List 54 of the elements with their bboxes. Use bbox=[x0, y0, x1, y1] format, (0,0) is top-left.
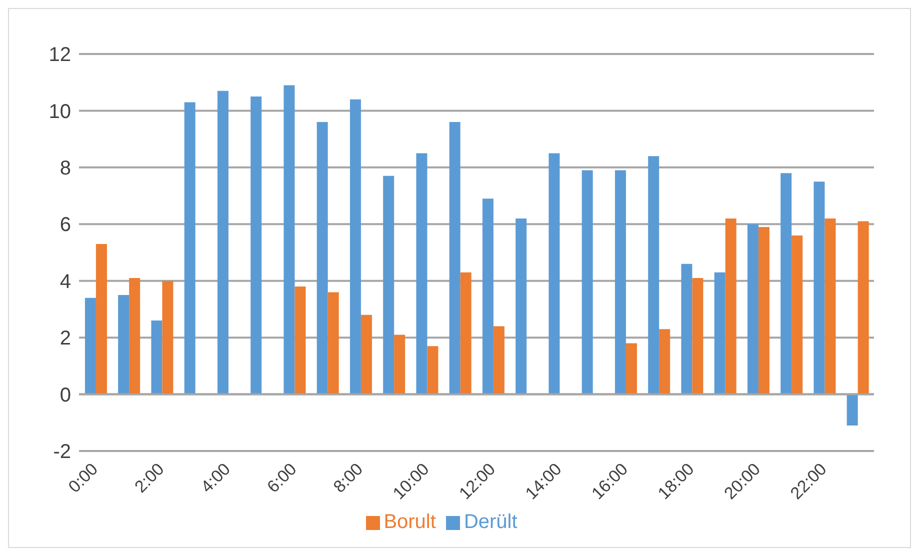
bar bbox=[316, 122, 328, 394]
bar bbox=[814, 182, 825, 394]
bar bbox=[548, 153, 560, 394]
bar bbox=[582, 170, 593, 394]
bar bbox=[84, 298, 96, 394]
bar bbox=[118, 295, 130, 394]
bar bbox=[394, 334, 406, 394]
y-tick-label: 10 bbox=[48, 100, 71, 123]
x-tick-label: 8:00 bbox=[330, 460, 367, 496]
bar bbox=[792, 235, 803, 394]
bar bbox=[780, 173, 792, 394]
bar bbox=[725, 218, 736, 394]
bar bbox=[151, 320, 162, 394]
bar bbox=[858, 221, 869, 394]
bar bbox=[758, 226, 770, 394]
y-tick-label: 0 bbox=[60, 384, 71, 406]
bar bbox=[648, 156, 660, 394]
bar bbox=[328, 292, 339, 394]
bar bbox=[824, 218, 836, 394]
bar bbox=[416, 153, 428, 394]
bar bbox=[284, 85, 295, 394]
y-tick-label: 4 bbox=[60, 270, 71, 293]
bar bbox=[184, 102, 196, 394]
bar bbox=[482, 198, 494, 394]
bar bbox=[714, 272, 726, 394]
x-tick-label: 6:00 bbox=[263, 460, 300, 496]
bar bbox=[614, 170, 626, 394]
bar bbox=[681, 264, 692, 394]
y-tick-label: 2 bbox=[60, 328, 71, 350]
bar bbox=[360, 314, 372, 394]
bar bbox=[427, 346, 438, 394]
bar bbox=[692, 278, 704, 394]
y-tick-label: 12 bbox=[48, 44, 71, 66]
bar bbox=[294, 286, 306, 394]
bar bbox=[516, 218, 527, 394]
legend-label: Borult bbox=[384, 511, 436, 533]
bar bbox=[217, 90, 228, 394]
bar bbox=[626, 343, 637, 394]
bar bbox=[747, 224, 758, 394]
bar bbox=[449, 122, 460, 394]
bar bbox=[96, 244, 107, 394]
bar bbox=[162, 280, 174, 394]
bar bbox=[250, 96, 262, 394]
bar bbox=[383, 176, 394, 394]
x-tick-label: 4:00 bbox=[197, 460, 234, 496]
y-tick-label: 6 bbox=[60, 214, 71, 236]
bar bbox=[350, 99, 361, 394]
bar bbox=[129, 278, 140, 394]
bar bbox=[460, 272, 472, 394]
bar bbox=[659, 329, 670, 394]
legend-label: Derült bbox=[464, 511, 518, 533]
bar bbox=[846, 394, 858, 426]
y-tick-label: 8 bbox=[60, 158, 71, 180]
bar bbox=[493, 326, 504, 394]
